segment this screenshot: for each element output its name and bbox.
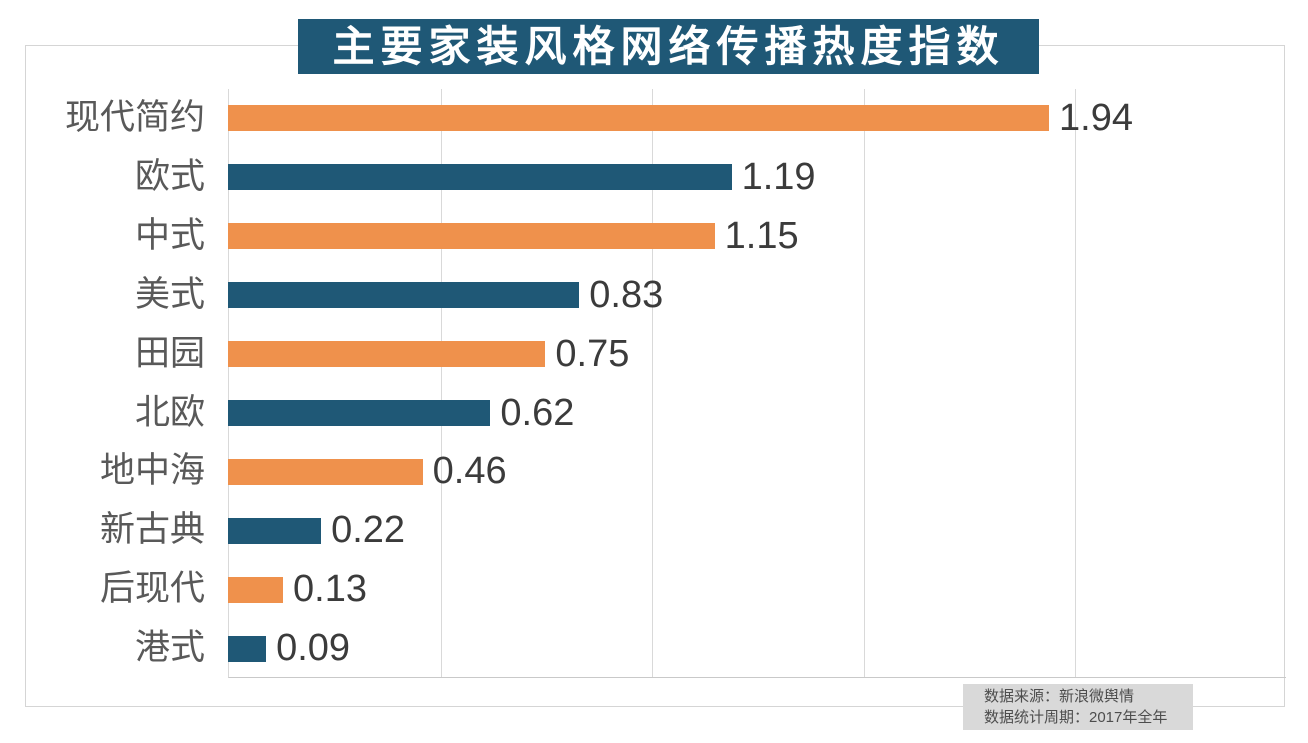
category-label: 田园 [134, 333, 205, 373]
category-label: 现代简约 [64, 98, 205, 137]
bar-row: 美式 0.83 [0, 266, 1308, 325]
value-label: 0.46 [432, 450, 507, 493]
category-label: 美式 [134, 274, 205, 314]
bar-row: 新古典 0.22 [0, 501, 1308, 560]
value-label: 0.75 [555, 332, 630, 375]
bar-row: 北欧 0.62 [0, 384, 1308, 443]
value-label: 1.19 [741, 155, 816, 198]
chart-title: 主要家装风格网络传播热度指数 [332, 23, 1005, 70]
bar [228, 517, 322, 544]
bar [228, 223, 715, 250]
category-label: 新古典 [99, 510, 205, 550]
value-label: 0.83 [589, 273, 664, 316]
title-banner: 主要家装风格网络传播热度指数 [298, 19, 1039, 74]
category-label: 港式 [134, 628, 205, 668]
bar-row: 港式 0.09 [0, 619, 1308, 678]
value-label: 0.62 [500, 391, 575, 434]
bar [228, 341, 546, 368]
bar-row: 现代简约 1.94 [0, 89, 1308, 148]
bar [228, 399, 491, 426]
bar-row: 欧式 1.19 [0, 148, 1308, 207]
value-label: 0.13 [293, 568, 367, 611]
bar [228, 282, 580, 309]
gridline [440, 89, 442, 677]
category-label: 中式 [134, 215, 205, 255]
bar-row: 地中海 0.46 [0, 442, 1308, 501]
category-label: 北欧 [134, 392, 205, 432]
gridline [652, 89, 654, 677]
bar-row: 中式 1.15 [0, 207, 1308, 266]
value-label: 1.94 [1059, 97, 1133, 139]
gridline [863, 89, 865, 677]
category-label: 欧式 [134, 156, 205, 196]
category-label: 后现代 [99, 569, 205, 609]
bar [228, 458, 423, 485]
plot-area [228, 89, 1286, 678]
bar [228, 635, 267, 662]
value-label: 1.15 [724, 214, 799, 257]
bar [228, 164, 732, 191]
category-label: 地中海 [99, 451, 205, 491]
gridline [1075, 89, 1077, 677]
value-label: 0.09 [276, 627, 351, 670]
data-source-box: 数据来源：新浪微舆情 数据统计周期：2017年全年 [963, 684, 1193, 730]
bar-row: 田园 0.75 [0, 325, 1308, 384]
bar [228, 105, 1049, 132]
bar-row: 后现代 0.13 [0, 560, 1308, 619]
value-label: 0.22 [331, 509, 406, 552]
bar [228, 576, 284, 603]
data-source-text: 数据来源：新浪微舆情 [984, 688, 1135, 705]
bar-rows: 现代简约 1.94 欧式 1.19 中式 1.15 美式 0.83 田园 0.75 北欧 0.62 地中… [0, 89, 1308, 678]
data-period-text: 数据统计周期：2017年全年 [984, 709, 1168, 726]
